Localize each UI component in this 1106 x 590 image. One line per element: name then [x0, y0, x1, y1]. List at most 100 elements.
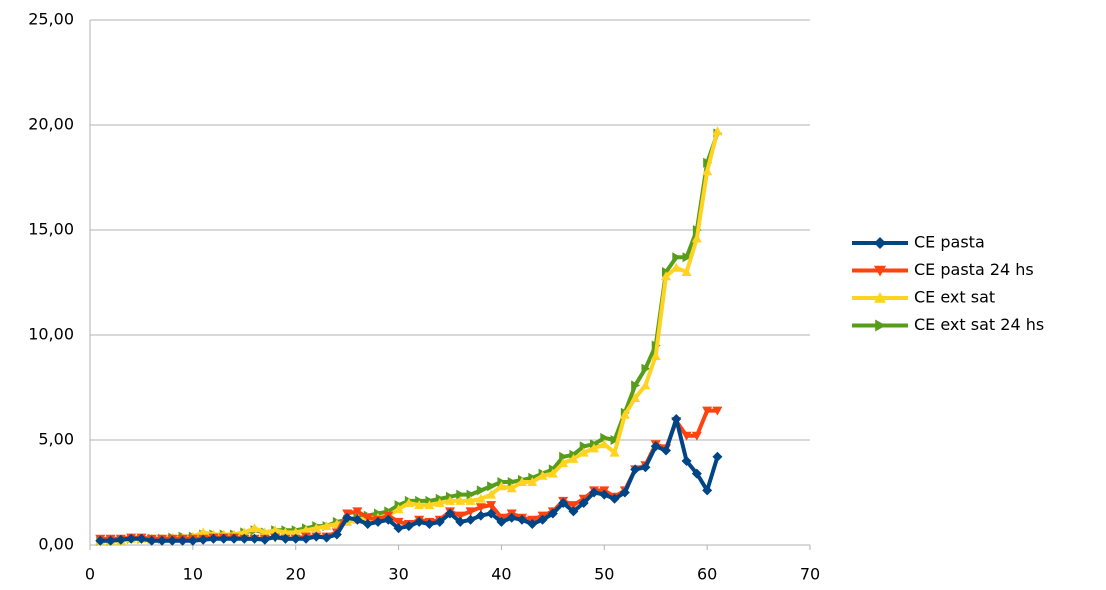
data-point [466, 489, 476, 500]
data-point [517, 514, 527, 525]
data-point [331, 529, 342, 540]
data-point [259, 527, 270, 537]
data-point [487, 481, 497, 492]
data-point [506, 483, 517, 493]
data-point [475, 493, 486, 503]
data-point [146, 535, 157, 546]
series-line [100, 130, 720, 543]
x-tick-label: 10 [183, 565, 203, 584]
data-point [640, 380, 651, 390]
y-tick-label: 0,00 [38, 535, 74, 554]
data-point [609, 493, 620, 504]
data-point [136, 533, 147, 544]
data-point [475, 503, 486, 513]
data-point [403, 498, 414, 507]
data-point [517, 477, 527, 486]
data-point [362, 513, 373, 523]
data-point [465, 514, 476, 525]
data-point [650, 351, 661, 360]
data-point [547, 508, 558, 519]
data-point [527, 519, 538, 529]
data-point [393, 517, 404, 527]
data-point [229, 533, 239, 544]
data-point [641, 363, 651, 374]
series-line [100, 132, 720, 543]
data-point [393, 504, 404, 514]
data-point [599, 439, 610, 449]
data-point [610, 435, 620, 445]
data-point [702, 406, 713, 416]
series-line [100, 408, 718, 541]
data-point [456, 489, 466, 500]
data-point [681, 267, 692, 276]
data-point [403, 521, 414, 532]
data-point [527, 477, 538, 486]
data-point [661, 445, 671, 456]
x-tick-label: 70 [800, 565, 820, 584]
data-point [290, 527, 301, 537]
y-tick-label: 5,00 [38, 430, 74, 449]
data-point [270, 525, 281, 535]
data-point [115, 534, 126, 545]
legend-marker [874, 237, 886, 249]
data-point [578, 498, 589, 508]
x-tick-label: 30 [388, 565, 408, 584]
data-point [198, 527, 209, 537]
y-tick-label: 15,00 [28, 220, 74, 239]
data-point [682, 252, 692, 263]
data-point [126, 533, 137, 544]
x-tick-label: 20 [286, 565, 306, 584]
data-point [383, 514, 394, 525]
data-point [218, 533, 229, 544]
data-point [239, 533, 250, 544]
legend-label: CE ext sat [914, 288, 995, 307]
data-point [434, 498, 445, 507]
data-point [712, 451, 723, 462]
y-tick-label: 20,00 [28, 115, 74, 134]
legend-marker [874, 292, 886, 303]
data-point [434, 516, 445, 527]
data-point [619, 409, 630, 419]
data-point [342, 512, 353, 523]
data-point [95, 535, 106, 546]
data-point [631, 380, 641, 391]
data-point [486, 508, 497, 519]
x-tick-label: 40 [491, 565, 511, 584]
data-point [352, 507, 363, 517]
data-point [424, 519, 435, 529]
data-point [414, 500, 425, 510]
y-tick-label: 10,00 [28, 325, 74, 344]
data-point [301, 525, 311, 535]
data-point [465, 495, 476, 505]
data-point [630, 393, 641, 402]
data-point [455, 516, 466, 527]
data-point [547, 468, 558, 478]
data-point [681, 431, 692, 441]
data-point [198, 534, 209, 545]
data-point [486, 501, 497, 511]
data-point [249, 523, 260, 533]
x-tick-label: 0 [85, 565, 95, 584]
data-point [496, 516, 507, 527]
data-point [558, 458, 569, 468]
data-point [619, 487, 630, 498]
legend-label: CE ext sat 24 hs [914, 315, 1044, 334]
data-point [249, 533, 260, 544]
data-point [414, 516, 425, 527]
data-point [537, 514, 548, 525]
data-point [105, 535, 116, 546]
data-point [589, 487, 599, 498]
data-point [671, 262, 682, 272]
data-point [167, 535, 178, 546]
data-point [321, 521, 332, 531]
data-point [393, 523, 404, 534]
data-point [270, 531, 281, 542]
data-point [599, 489, 610, 500]
data-point [321, 532, 332, 543]
data-point [445, 508, 455, 519]
data-point [352, 514, 363, 525]
data-point [691, 468, 702, 479]
legend-marker [874, 265, 886, 277]
data-point [239, 527, 250, 537]
